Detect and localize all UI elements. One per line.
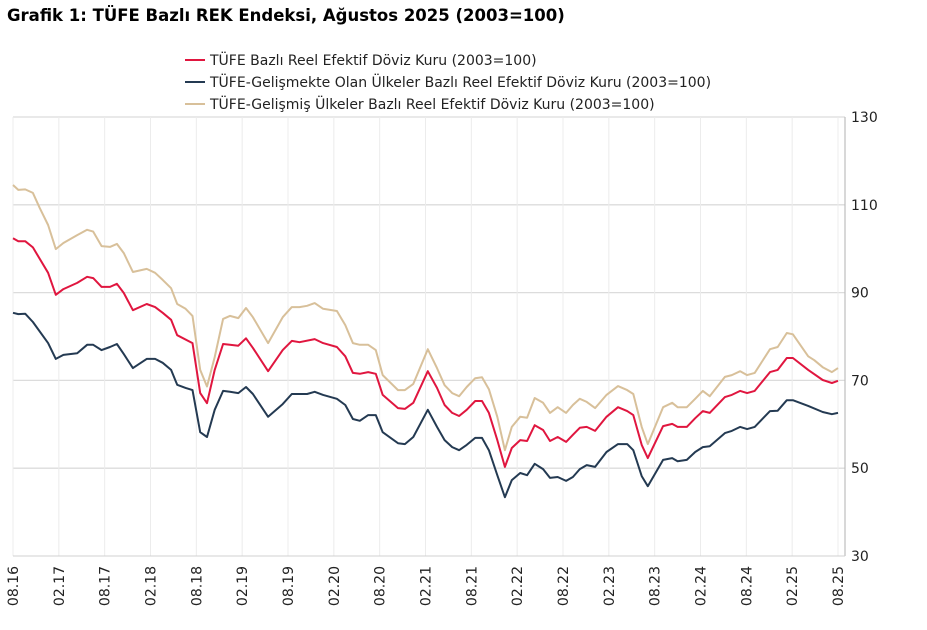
series-line-1 <box>12 311 839 499</box>
series-line-0 <box>12 237 839 468</box>
y-tick-label: 110 <box>851 198 878 214</box>
y-tick-label: 130 <box>851 110 878 126</box>
x-tick-label: 08.25 <box>831 566 847 606</box>
legend-label: TÜFE Bazlı Reel Efektif Döviz Kuru (2003… <box>209 51 537 69</box>
series-lines <box>12 184 839 499</box>
x-tick-label: 08.18 <box>189 566 205 606</box>
y-tick-label: 90 <box>851 286 869 302</box>
y-tick-label: 30 <box>851 549 869 565</box>
x-tick-label: 08.24 <box>739 566 755 606</box>
x-tick-label: 02.17 <box>52 566 68 606</box>
x-tick-labels: 08.16 02.17 08.17 02.18 08.18 02.19 08.19 02.20… <box>6 566 847 606</box>
x-tick-label: 02.18 <box>144 566 160 606</box>
y-tick-label: 50 <box>851 461 869 477</box>
chart-title: Grafik 1: TÜFE Bazlı REK Endeksi, Ağusto… <box>7 6 565 25</box>
y-tick-label: 70 <box>851 373 869 389</box>
series-line-2 <box>12 184 839 452</box>
x-tick-label: 08.17 <box>98 566 114 606</box>
x-tick-label: 08.19 <box>281 566 297 606</box>
x-tick-label: 08.20 <box>373 566 389 606</box>
legend-label: TÜFE-Gelişmekte Olan Ülkeler Bazlı Reel … <box>209 73 711 91</box>
x-tick-label: 02.21 <box>419 566 435 606</box>
legend: TÜFE Bazlı Reel Efektif Döviz Kuru (2003… <box>185 51 711 113</box>
x-tick-label: 02.25 <box>785 566 801 606</box>
x-tick-label: 02.23 <box>602 566 618 606</box>
x-tick-label: 02.22 <box>510 566 526 606</box>
legend-label: TÜFE-Gelişmiş Ülkeler Bazlı Reel Efektif… <box>209 95 655 113</box>
gridlines <box>12 116 845 556</box>
y-tick-labels: 30 50 70 90 110 130 <box>851 110 878 565</box>
x-tick-label: 02.24 <box>694 566 710 606</box>
x-tick-label: 08.22 <box>556 566 572 606</box>
x-tick-label: 08.23 <box>648 566 664 606</box>
x-tick-label: 02.20 <box>327 566 343 606</box>
x-tick-label: 02.19 <box>235 566 251 606</box>
x-tick-label: 08.21 <box>464 566 480 606</box>
x-tick-label: 08.16 <box>6 566 22 606</box>
